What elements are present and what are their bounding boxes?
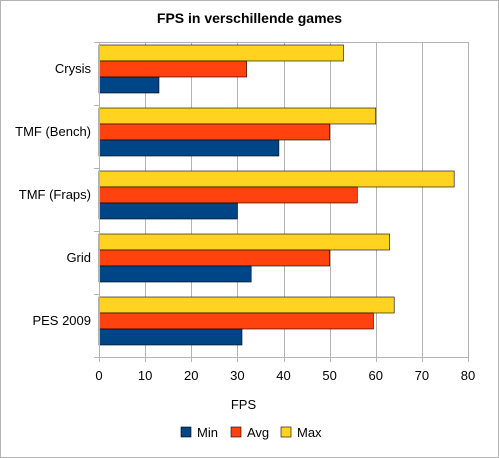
legend-swatch-avg	[230, 426, 242, 438]
y-tick-label: TMF (Fraps)	[19, 187, 91, 202]
x-tick-label: 30	[230, 368, 244, 383]
bar-max-tmf-bench	[98, 107, 377, 125]
bar-min-tmf-bench	[98, 139, 280, 157]
legend-label-min: Min	[197, 425, 218, 440]
bar-avg-tmf-bench	[98, 123, 330, 141]
x-tick-label: 50	[322, 368, 336, 383]
legend-label-max: Max	[297, 425, 322, 440]
y-tick-label: Grid	[66, 250, 91, 265]
bar-min-tmf-fraps	[98, 202, 238, 220]
bar-max-pes-2009	[98, 296, 395, 314]
legend-swatch-min	[180, 426, 192, 438]
y-tick-label: TMF (Bench)	[15, 124, 91, 139]
bar-avg-pes-2009	[98, 312, 374, 330]
x-tick-label: 80	[461, 368, 475, 383]
y-tick-label: PES 2009	[32, 313, 91, 328]
x-tick-label: 10	[138, 368, 152, 383]
legend-label-avg: Avg	[247, 425, 269, 440]
x-tick-label: 40	[276, 368, 290, 383]
x-tick-label: 70	[415, 368, 429, 383]
bar-min-grid	[98, 265, 252, 283]
x-tick-label: 0	[95, 368, 102, 383]
chart-title: FPS in verschillende games	[156, 10, 343, 26]
bar-max-tmf-fraps	[98, 170, 455, 188]
x-tick-label: 20	[184, 368, 198, 383]
bar-min-pes-2009	[98, 328, 243, 346]
bar-avg-tmf-fraps	[98, 186, 358, 204]
legend-swatch-max	[280, 426, 292, 438]
y-tick-label: Crysis	[55, 61, 92, 76]
bar-max-grid	[98, 233, 390, 251]
x-axis-title: FPS	[231, 397, 257, 412]
bar-min-crysis	[98, 76, 160, 94]
bar-avg-crysis	[98, 60, 247, 78]
x-tick-label: 60	[369, 368, 383, 383]
bar-avg-grid	[98, 249, 330, 267]
bar-max-crysis	[98, 44, 344, 62]
